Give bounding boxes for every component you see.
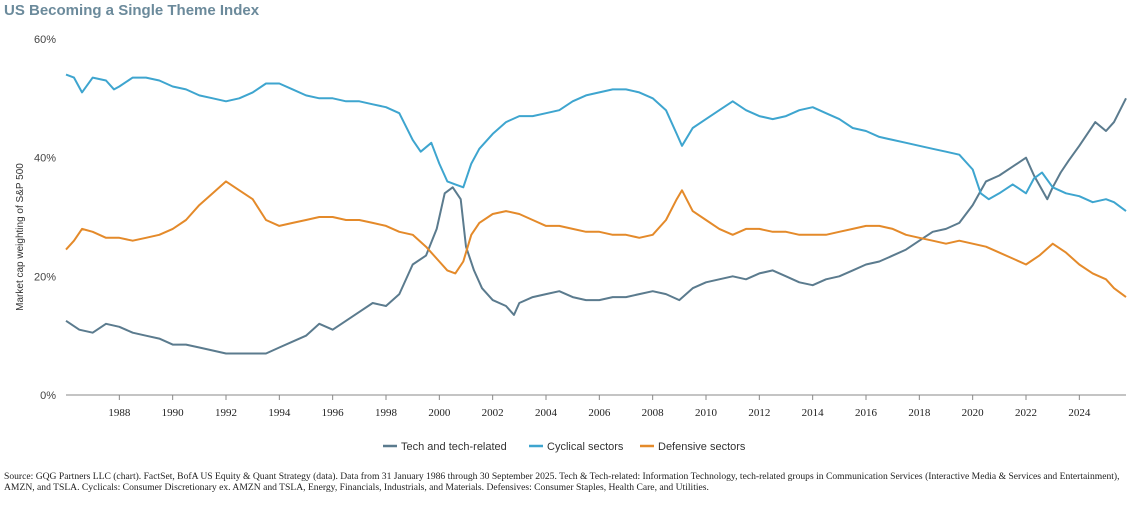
x-tick-label: 2022 <box>1015 407 1037 419</box>
x-tick-label: 2016 <box>855 407 878 419</box>
legend-label: Defensive sectors <box>658 441 746 453</box>
x-tick-label: 2024 <box>1068 407 1091 419</box>
series-line-defensive-sectors <box>65 180 1127 298</box>
x-axis: 1988 1990 1992 1994 1996 1998 2000 2002 2004 2006… <box>66 394 1126 419</box>
x-tick-label: 2002 <box>482 407 504 419</box>
x-tick-label: 1988 <box>108 407 131 419</box>
y-axis-label: Market cap weighting of S&P 500 <box>15 163 26 311</box>
source-note: Source: GQG Partners LLC (chart). FactSe… <box>4 471 1120 493</box>
chart-title: US Becoming a Single Theme Index <box>4 2 260 19</box>
y-tick-label: 0% <box>40 390 56 402</box>
x-tick-label: 2000 <box>428 407 451 419</box>
y-tick-label: 60% <box>34 34 56 46</box>
x-tick-label: 2004 <box>535 407 558 419</box>
legend: Tech and tech-related Cyclical sectors Def… <box>383 441 746 453</box>
series-line-cyclical-sectors <box>65 73 1127 212</box>
x-tick-label: 2006 <box>588 407 611 419</box>
legend-label: Cyclical sectors <box>547 441 624 453</box>
x-tick-label: 1990 <box>162 407 185 419</box>
series-line-tech-and-tech-related <box>65 97 1127 355</box>
x-tick-label: 2020 <box>962 407 985 419</box>
line-chart: 0% 20% 40% 60% 1988 1990 1992 1994 1996 1998 2000… <box>15 34 1127 453</box>
x-tick-label: 2018 <box>908 407 931 419</box>
x-tick-label: 2010 <box>695 407 718 419</box>
series-lines <box>65 73 1127 355</box>
x-tick-label: 2008 <box>642 407 665 419</box>
legend-label: Tech and tech-related <box>401 441 507 453</box>
y-axis: 0% 20% 40% 60% <box>34 34 56 402</box>
y-tick-label: 40% <box>34 153 56 165</box>
y-tick-label: 20% <box>34 271 56 283</box>
x-tick-label: 1994 <box>268 407 291 419</box>
x-tick-label: 1996 <box>322 407 345 419</box>
x-tick-label: 1998 <box>375 407 398 419</box>
x-tick-label: 2014 <box>802 407 825 419</box>
x-tick-label: 2012 <box>748 407 770 419</box>
x-tick-label: 1992 <box>215 407 237 419</box>
